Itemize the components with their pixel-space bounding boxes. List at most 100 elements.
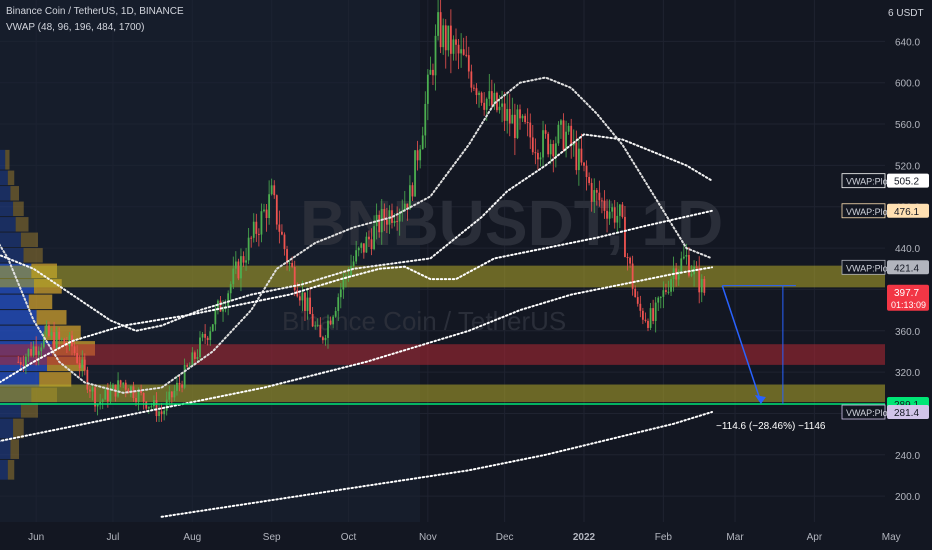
candle-body — [416, 150, 419, 161]
candle-body — [426, 74, 429, 104]
price-tag-bg — [887, 173, 929, 188]
candle-body — [332, 316, 335, 325]
candle-body — [150, 406, 153, 408]
price-tag-value: 505.2 — [894, 177, 919, 188]
price-tag-value: 281.4 — [894, 408, 919, 419]
candle-body — [316, 324, 319, 326]
candle-body — [237, 261, 240, 279]
candle-body — [94, 387, 96, 407]
candle-body — [537, 152, 539, 160]
candle-body — [455, 39, 457, 45]
candle-body — [196, 357, 199, 359]
projection-tool[interactable]: −114.6 (−28.46%) −1146 — [716, 285, 826, 432]
candle-body — [183, 365, 186, 388]
candle-body — [257, 233, 260, 235]
candle-body — [375, 214, 378, 227]
candle-body — [245, 260, 247, 263]
indicator-legend[interactable]: VWAP (48, 96, 196, 484, 1700) — [6, 22, 145, 33]
candle-body — [201, 333, 204, 338]
candle-body — [22, 364, 25, 366]
candle-body — [688, 254, 690, 276]
candle-body — [657, 297, 660, 303]
candle-body — [352, 261, 355, 267]
y-tick-label: 520.0 — [895, 161, 920, 172]
candle-body — [616, 215, 619, 223]
currency-label: 6 USDT — [888, 8, 924, 19]
arrow-head-icon — [754, 395, 766, 405]
candle-body — [490, 91, 493, 106]
candle-body — [30, 349, 32, 356]
x-tick-label: Feb — [655, 532, 673, 543]
candle-body — [270, 185, 273, 195]
candle-body — [99, 401, 102, 405]
candle-body — [483, 102, 486, 110]
candle-body — [273, 185, 276, 196]
candle-body — [227, 293, 230, 307]
price-axis[interactable]: 200.0240.0280.0320.0360.0400.0440.0480.0… — [885, 0, 932, 550]
candle-body — [204, 333, 207, 338]
time-axis[interactable]: Jun Jul Aug Sep Oct Nov Dec 2022 Feb Mar Apr May — [0, 522, 932, 550]
candle-body — [342, 277, 345, 290]
candle-body — [385, 219, 388, 225]
candle-body — [35, 346, 38, 355]
candle-body — [611, 207, 614, 212]
candle-body — [298, 296, 301, 301]
candle-body — [667, 291, 670, 293]
candle-body — [570, 125, 573, 146]
candle-body — [104, 389, 107, 400]
candle-body — [429, 69, 432, 75]
volume-profile-bar-down — [7, 170, 15, 186]
candle-body — [647, 320, 649, 328]
candle-body — [147, 406, 150, 409]
x-tick-label: Sep — [263, 532, 281, 543]
candle-body — [634, 288, 637, 298]
candle-body — [242, 256, 245, 263]
candle-body — [173, 390, 176, 398]
volume-profile-bar-up — [0, 170, 8, 186]
candle-body — [319, 324, 322, 338]
candle-body — [496, 92, 498, 111]
symbol-title: Binance Coin / TetherUS, 1D, BINANCE — [6, 6, 184, 17]
candle-body — [554, 143, 557, 157]
candle-body — [521, 115, 524, 119]
x-tick-label: 2022 — [573, 532, 596, 543]
projection-label: −114.6 (−28.46%) −1146 — [716, 421, 826, 432]
price-tag-value: 476.1 — [894, 207, 919, 218]
price-tag-value: 421.4 — [894, 263, 919, 274]
candle-body — [698, 267, 701, 293]
zone-resistance — [0, 344, 885, 365]
candle-body — [17, 361, 20, 363]
volume-profile-bar-down — [7, 459, 15, 480]
candle-body — [529, 122, 532, 138]
candle-body — [465, 54, 468, 56]
watermark-name: Binance Coin / TetherUS — [282, 306, 566, 336]
y-tick-label: 320.0 — [895, 368, 920, 379]
x-tick-label: Aug — [183, 532, 201, 543]
volume-profile-bar-down — [10, 439, 19, 459]
volume-profile-bar-up — [0, 186, 11, 201]
candle-body — [268, 194, 271, 218]
candle-body — [234, 261, 237, 269]
candle-body — [659, 296, 662, 298]
vwap-tag-bg — [841, 203, 886, 219]
candle-body — [199, 337, 201, 358]
volume-profile-bar-down — [20, 403, 38, 418]
candle-body — [247, 237, 250, 261]
price-tag-bg — [887, 203, 929, 218]
candle-body — [439, 12, 442, 48]
candle-body — [321, 337, 324, 341]
candle-body — [572, 142, 575, 146]
candle-body — [186, 365, 189, 367]
candle-body — [631, 263, 634, 289]
candle-body — [91, 387, 94, 392]
volume-profile-bar-up — [0, 217, 16, 232]
candle-body — [260, 211, 263, 235]
candle-body — [327, 320, 329, 338]
volume-profile-bar-up — [0, 149, 6, 170]
candle-body — [160, 411, 163, 415]
candle-body — [255, 221, 258, 234]
candle-body — [531, 137, 534, 153]
candle-body — [680, 258, 683, 272]
